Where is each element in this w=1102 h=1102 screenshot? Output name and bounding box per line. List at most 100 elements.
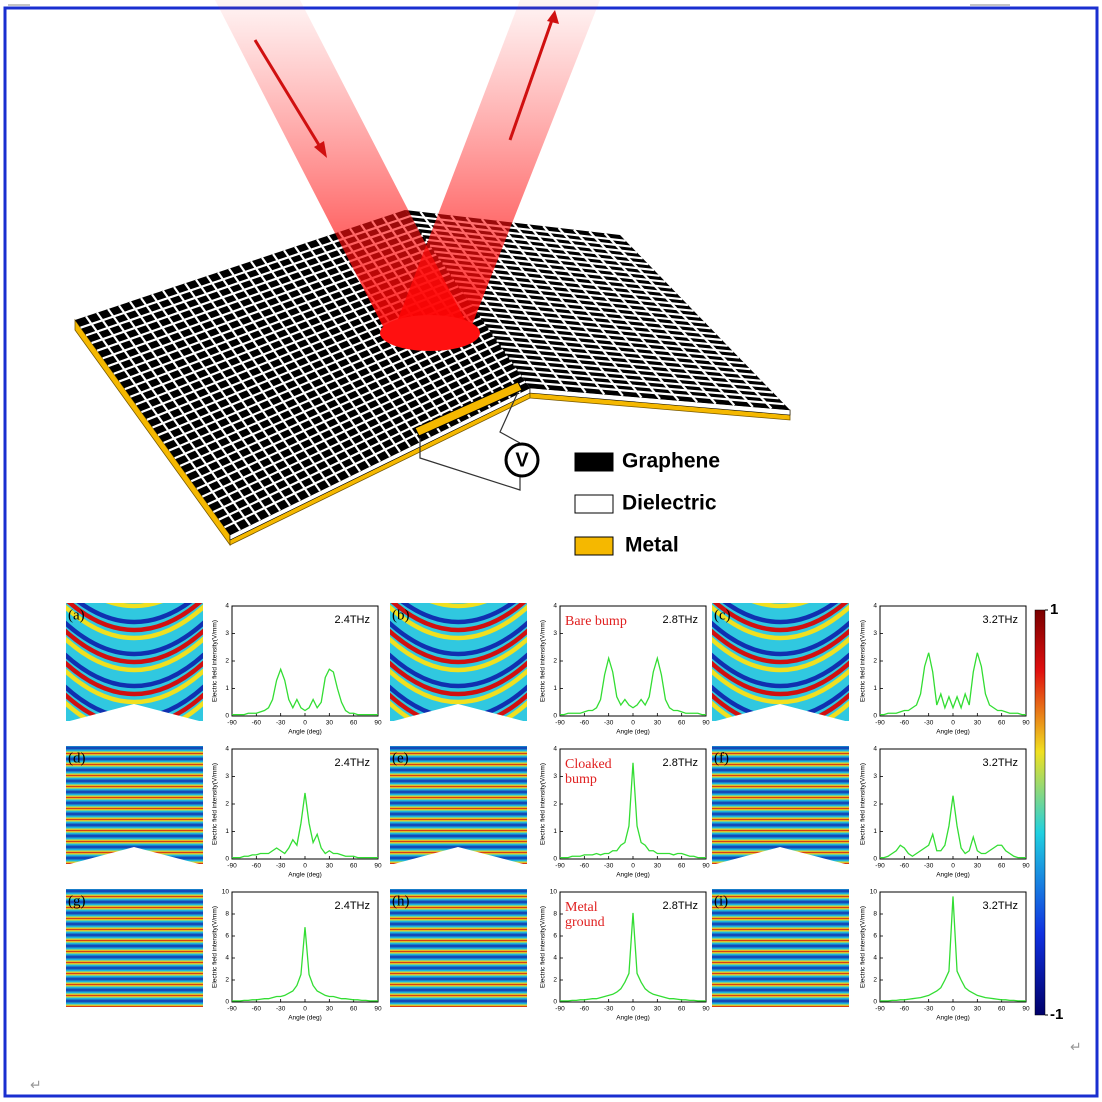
y-tick-label: 2 bbox=[225, 658, 229, 665]
x-tick-label: -90 bbox=[227, 1006, 237, 1013]
field-map bbox=[702, 526, 859, 734]
x-tick-label: -60 bbox=[252, 863, 262, 870]
x-axis-label: Angle (deg) bbox=[936, 729, 970, 736]
y-axis-label: Electric field intensity(V/mm) bbox=[540, 763, 547, 845]
colorbar bbox=[1035, 610, 1045, 1015]
x-axis-label: Angle (deg) bbox=[288, 872, 322, 879]
legend-label: Graphene bbox=[622, 450, 720, 473]
y-tick-label: 4 bbox=[873, 955, 877, 962]
x-tick-label: 0 bbox=[631, 863, 635, 870]
x-tick-label: 0 bbox=[951, 720, 955, 727]
x-tick-label: -60 bbox=[252, 1006, 262, 1013]
y-tick-label: 0 bbox=[873, 713, 877, 720]
x-tick-label: 60 bbox=[350, 863, 358, 870]
return-mark: ↵ bbox=[30, 1077, 42, 1093]
y-tick-label: 2 bbox=[553, 801, 557, 808]
y-tick-label: 1 bbox=[225, 828, 229, 835]
field-map bbox=[66, 889, 203, 1007]
x-tick-label: 90 bbox=[1022, 720, 1030, 727]
x-tick-label: -90 bbox=[875, 1006, 885, 1013]
frequency-label: 3.2THz bbox=[983, 900, 1018, 912]
wavefront bbox=[56, 550, 213, 590]
y-tick-label: 2 bbox=[873, 801, 877, 808]
x-tick-label: -30 bbox=[604, 1006, 614, 1013]
panel-label: (g) bbox=[68, 893, 86, 909]
panel-label: (d) bbox=[68, 750, 86, 766]
x-tick-label: 90 bbox=[1022, 863, 1030, 870]
x-tick-label: 60 bbox=[350, 1006, 358, 1013]
y-tick-label: 3 bbox=[553, 630, 557, 637]
x-tick-label: -30 bbox=[924, 720, 934, 727]
case-label: Metal bbox=[565, 900, 598, 915]
panel-label: (i) bbox=[714, 893, 728, 909]
x-tick-label: 90 bbox=[702, 1006, 710, 1013]
wavefront bbox=[380, 558, 537, 598]
y-axis-label: Electric field intensity(V/mm) bbox=[540, 620, 547, 702]
field-map bbox=[712, 889, 849, 1007]
x-tick-label: 30 bbox=[654, 1006, 662, 1013]
x-tick-label: -60 bbox=[252, 720, 262, 727]
y-tick-label: 10 bbox=[870, 889, 878, 896]
y-tick-label: 2 bbox=[225, 977, 229, 984]
x-tick-label: 60 bbox=[350, 720, 358, 727]
wavefront bbox=[380, 550, 537, 590]
y-tick-label: 0 bbox=[553, 999, 557, 1006]
x-axis-label: Angle (deg) bbox=[288, 729, 322, 736]
x-tick-label: 60 bbox=[998, 863, 1006, 870]
y-tick-label: 0 bbox=[873, 999, 877, 1006]
x-tick-label: 90 bbox=[374, 720, 382, 727]
y-tick-label: 8 bbox=[225, 911, 229, 918]
x-tick-label: -90 bbox=[875, 863, 885, 870]
wavefront bbox=[702, 566, 859, 606]
y-tick-label: 4 bbox=[225, 746, 229, 753]
y-axis-label: Electric field intensity(V/mm) bbox=[860, 620, 867, 702]
field-stripes bbox=[712, 889, 849, 1007]
y-tick-label: 2 bbox=[553, 658, 557, 665]
wavefront bbox=[56, 558, 213, 598]
frequency-label: 2.8THz bbox=[663, 757, 698, 769]
y-tick-label: 2 bbox=[553, 977, 557, 984]
y-tick-label: 0 bbox=[873, 856, 877, 863]
x-tick-label: 60 bbox=[998, 1006, 1006, 1013]
wavefront bbox=[56, 566, 213, 606]
x-tick-label: 30 bbox=[326, 863, 334, 870]
wavefront bbox=[702, 550, 859, 590]
colorbar-label: 1 bbox=[1050, 601, 1058, 618]
x-tick-label: 90 bbox=[374, 863, 382, 870]
x-axis-label: Angle (deg) bbox=[616, 1015, 650, 1022]
y-tick-label: 1 bbox=[873, 685, 877, 692]
panel-label: (a) bbox=[68, 607, 85, 623]
y-tick-label: 3 bbox=[225, 773, 229, 780]
x-tick-label: 90 bbox=[702, 720, 710, 727]
frequency-label: 2.4THz bbox=[335, 900, 370, 912]
y-tick-label: 10 bbox=[222, 889, 230, 896]
x-tick-label: 30 bbox=[974, 863, 982, 870]
x-tick-label: 30 bbox=[974, 1006, 982, 1013]
x-axis-label: Angle (deg) bbox=[936, 1015, 970, 1022]
y-tick-label: 0 bbox=[225, 856, 229, 863]
wavefront bbox=[380, 534, 537, 574]
y-tick-label: 2 bbox=[873, 977, 877, 984]
y-tick-label: 3 bbox=[873, 630, 877, 637]
y-tick-label: 4 bbox=[225, 955, 229, 962]
panel-label: (h) bbox=[392, 893, 410, 909]
x-tick-label: 0 bbox=[951, 1006, 955, 1013]
y-tick-label: 3 bbox=[553, 773, 557, 780]
wavefront bbox=[702, 558, 859, 598]
y-tick-label: 0 bbox=[225, 713, 229, 720]
x-tick-label: 60 bbox=[678, 720, 686, 727]
x-tick-label: 0 bbox=[951, 863, 955, 870]
wavefront bbox=[56, 542, 213, 582]
field-map bbox=[380, 526, 537, 734]
legend-swatch bbox=[575, 537, 613, 555]
x-tick-label: -30 bbox=[604, 720, 614, 727]
x-tick-label: 30 bbox=[326, 1006, 334, 1013]
frequency-label: 2.4THz bbox=[335, 614, 370, 626]
legend-swatch bbox=[575, 495, 613, 513]
y-tick-label: 6 bbox=[873, 933, 877, 940]
wavefront bbox=[702, 534, 859, 574]
y-tick-label: 4 bbox=[873, 746, 877, 753]
x-tick-label: -60 bbox=[580, 863, 590, 870]
y-tick-label: 4 bbox=[553, 746, 557, 753]
x-tick-label: -60 bbox=[900, 720, 910, 727]
